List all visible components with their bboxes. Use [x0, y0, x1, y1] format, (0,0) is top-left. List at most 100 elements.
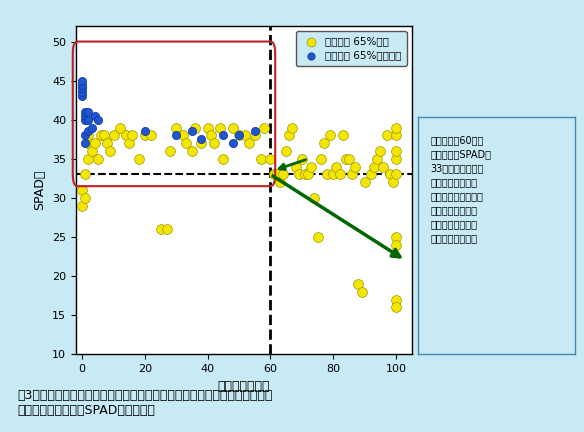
水分含量 65%以下 — [81, 171, 90, 178]
水分含量 65%以下 — [329, 171, 338, 178]
水分含量 65%より高い — [84, 116, 93, 123]
水分含量 65%以下 — [266, 156, 275, 162]
水分含量 65%以下 — [338, 132, 347, 139]
水分含量 65%以下 — [109, 132, 118, 139]
水分含量 65%以下 — [147, 132, 156, 139]
水分含量 65%以下 — [357, 288, 366, 295]
水分含量 65%以下 — [370, 163, 379, 170]
水分含量 65%より高い — [78, 81, 87, 88]
水分含量 65%より高い — [172, 132, 181, 139]
水分含量 65%以下 — [345, 156, 354, 162]
水分含量 65%以下 — [325, 132, 335, 139]
水分含量 65%以下 — [93, 156, 103, 162]
水分含量 65%以下 — [279, 171, 288, 178]
水分含量 65%以下 — [391, 234, 401, 241]
水分含量 65%以下 — [376, 148, 385, 155]
水分含量 65%以下 — [291, 163, 300, 170]
水分含量 65%以下 — [297, 156, 307, 162]
水分含量 65%より高い — [81, 140, 90, 146]
水分含量 65%以下 — [316, 156, 325, 162]
水分含量 65%より高い — [81, 112, 90, 119]
水分含量 65%以下 — [307, 163, 316, 170]
Text: 粃黄化率ぇ60％未
満、止め葉SPAD値
33より大きい場合
は、多肖栄培条件
でダイレクトカッ収
穮に不適な高水分
条件の飼料イネの
圃場が出てくる。: 粃黄化率ぇ60％未 満、止め葉SPAD値 33より大きい場合 は、多肖栄培条件 … — [430, 136, 491, 244]
水分含量 65%以下 — [382, 132, 391, 139]
水分含量 65%以下 — [178, 132, 187, 139]
水分含量 65%以下 — [269, 171, 279, 178]
水分含量 65%以下 — [190, 124, 200, 131]
水分含量 65%以下 — [310, 194, 319, 201]
水分含量 65%以下 — [250, 132, 259, 139]
水分含量 65%以下 — [115, 124, 124, 131]
水分含量 65%以下 — [244, 140, 253, 146]
水分含量 65%以下 — [360, 179, 369, 186]
水分含量 65%以下 — [391, 171, 401, 178]
水分含量 65%以下 — [87, 148, 96, 155]
水分含量 65%以下 — [288, 124, 297, 131]
水分含量 65%より高い — [78, 85, 87, 92]
水分含量 65%以下 — [332, 163, 341, 170]
水分含量 65%以下 — [241, 132, 250, 139]
水分含量 65%以下 — [187, 148, 197, 155]
水分含量 65%以下 — [156, 226, 165, 232]
水分含量 65%以下 — [350, 163, 360, 170]
水分含量 65%以下 — [234, 132, 244, 139]
水分含量 65%より高い — [219, 132, 228, 139]
水分含量 65%以下 — [181, 140, 190, 146]
Legend: 水分含量 65%以下, 水分含量 65%より高い: 水分含量 65%以下, 水分含量 65%より高い — [296, 31, 406, 66]
水分含量 65%以下 — [78, 187, 87, 194]
水分含量 65%以下 — [206, 132, 215, 139]
水分含量 65%以下 — [391, 132, 401, 139]
水分含量 65%以下 — [341, 156, 350, 162]
水分含量 65%より高い — [81, 108, 90, 115]
水分含量 65%より高い — [140, 128, 150, 135]
水分含量 65%より高い — [87, 124, 96, 131]
水分含量 65%以下 — [128, 132, 137, 139]
水分含量 65%以下 — [373, 156, 382, 162]
水分含量 65%以下 — [84, 156, 93, 162]
水分含量 65%より高い — [78, 93, 87, 100]
水分含量 65%以下 — [259, 124, 269, 131]
水分含量 65%より高い — [84, 108, 93, 115]
水分含量 65%以下 — [385, 171, 394, 178]
水分含量 65%以下 — [203, 124, 213, 131]
水分含量 65%以下 — [313, 234, 322, 241]
水分含量 65%以下 — [96, 132, 106, 139]
水分含量 65%以下 — [391, 296, 401, 303]
水分含量 65%以下 — [272, 171, 281, 178]
水分含量 65%以下 — [391, 156, 401, 162]
水分含量 65%より高い — [90, 112, 99, 119]
水分含量 65%以下 — [84, 132, 93, 139]
水分含量 65%以下 — [140, 132, 150, 139]
水分含量 65%より高い — [81, 132, 90, 139]
水分含量 65%より高い — [187, 128, 197, 135]
水分含量 65%より高い — [250, 128, 259, 135]
水分含量 65%以下 — [197, 140, 206, 146]
水分含量 65%以下 — [347, 171, 357, 178]
水分含量 65%より高い — [78, 89, 87, 96]
Y-axis label: SPAD値: SPAD値 — [33, 170, 47, 210]
Text: 図3　多窒素栄培条件下における飼料用イネの水分含量と、粃黄化率および
　　止め葉葉色値（SPAD値）の関係: 図3 多窒素栄培条件下における飼料用イネの水分含量と、粃黄化率および 止め葉葉色… — [18, 389, 273, 417]
水分含量 65%より高い — [93, 116, 103, 123]
水分含量 65%以下 — [275, 179, 284, 186]
水分含量 65%以下 — [99, 132, 109, 139]
水分含量 65%以下 — [81, 194, 90, 201]
水分含量 65%以下 — [391, 241, 401, 248]
水分含量 65%以下 — [294, 171, 304, 178]
X-axis label: 粃黄化率（％）: 粃黄化率（％） — [218, 380, 270, 393]
水分含量 65%以下 — [256, 156, 266, 162]
水分含量 65%以下 — [335, 171, 344, 178]
水分含量 65%以下 — [366, 171, 376, 178]
水分含量 65%以下 — [219, 156, 228, 162]
水分含量 65%より高い — [84, 128, 93, 135]
水分含量 65%以下 — [121, 132, 131, 139]
水分含量 65%以下 — [215, 124, 225, 131]
水分含量 65%以下 — [78, 202, 87, 209]
水分含量 65%以下 — [388, 179, 398, 186]
水分含量 65%以下 — [84, 140, 93, 146]
水分含量 65%より高い — [197, 136, 206, 143]
水分含量 65%以下 — [391, 124, 401, 131]
水分含量 65%以下 — [304, 171, 313, 178]
水分含量 65%以下 — [319, 140, 329, 146]
水分含量 65%以下 — [209, 140, 218, 146]
水分含量 65%以下 — [228, 124, 238, 131]
